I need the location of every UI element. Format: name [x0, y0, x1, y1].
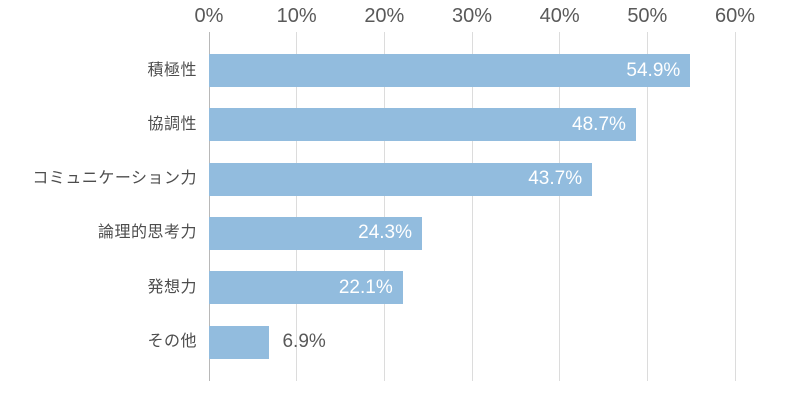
- axis-baseline: [208, 32, 210, 381]
- value-label: 54.9%: [626, 59, 681, 81]
- gridline: [296, 32, 298, 381]
- axis-tick-label: 10%: [276, 5, 317, 27]
- axis-tick-label: 20%: [364, 5, 405, 27]
- bar: 43.7%: [209, 162, 593, 196]
- value-label: 6.9%: [282, 331, 326, 352]
- category-label: その他: [147, 333, 197, 350]
- value-label: 43.7%: [528, 168, 583, 190]
- gridline: [734, 32, 736, 381]
- category-label: 積極性: [147, 61, 197, 79]
- gridline: [383, 32, 385, 381]
- category-label: 論理的思考力: [97, 224, 197, 242]
- bar: [209, 325, 270, 359]
- bar: 54.9%: [209, 54, 691, 87]
- bar: 24.3%: [209, 216, 423, 250]
- value-label: 22.1%: [338, 276, 393, 298]
- bar: 48.7%: [209, 108, 636, 142]
- gridline: [646, 32, 648, 381]
- gridline: [559, 32, 561, 381]
- category-label: コミュニケーション力: [32, 170, 197, 188]
- gridline: [471, 32, 473, 381]
- axis-tick-label: 50%: [627, 5, 668, 27]
- category-label: 協調性: [147, 115, 197, 133]
- axis-tick-label: 60%: [714, 5, 756, 27]
- category-label: 発想力: [147, 278, 197, 296]
- axis-tick-label: 30%: [451, 5, 493, 27]
- bar: 22.1%: [209, 271, 403, 305]
- value-label: 48.7%: [572, 113, 626, 135]
- axis-tick-label: 40%: [539, 5, 580, 27]
- axis-tick-label: 0%: [194, 5, 224, 27]
- value-label: 24.3%: [358, 222, 413, 244]
